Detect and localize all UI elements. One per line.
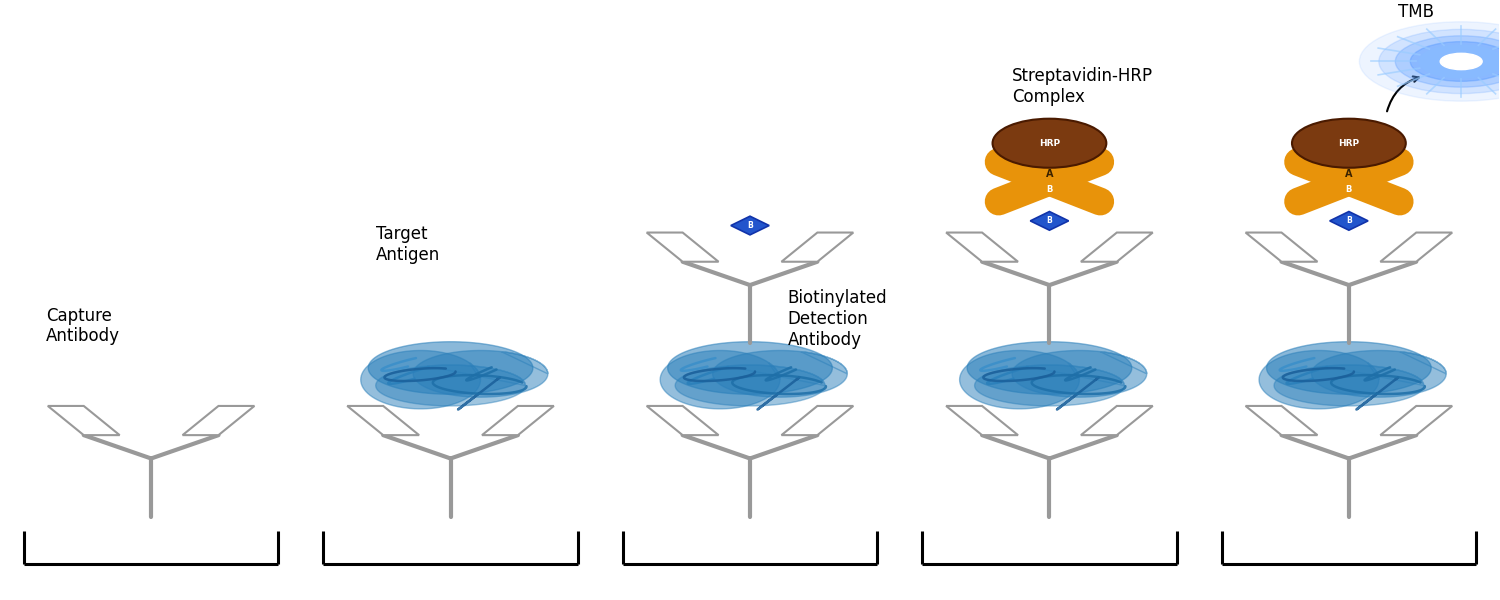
Polygon shape: [346, 406, 418, 435]
Polygon shape: [646, 233, 718, 262]
Polygon shape: [48, 406, 120, 435]
Text: B: B: [1346, 185, 1352, 194]
Polygon shape: [1030, 212, 1068, 230]
Polygon shape: [975, 365, 1125, 406]
Text: TMB: TMB: [1398, 2, 1434, 20]
Polygon shape: [413, 350, 548, 397]
Text: HRP: HRP: [1040, 139, 1060, 148]
Text: HRP: HRP: [1338, 139, 1359, 148]
Circle shape: [1359, 22, 1500, 101]
Polygon shape: [1266, 342, 1431, 394]
Polygon shape: [730, 216, 770, 235]
Circle shape: [1395, 36, 1500, 87]
Polygon shape: [360, 350, 480, 409]
Polygon shape: [782, 406, 853, 435]
Circle shape: [1440, 53, 1482, 70]
Circle shape: [1378, 29, 1500, 94]
Polygon shape: [1245, 233, 1317, 262]
Text: Biotinylated
Detection
Antibody: Biotinylated Detection Antibody: [788, 289, 886, 349]
Polygon shape: [1311, 350, 1446, 397]
Polygon shape: [782, 233, 853, 262]
Circle shape: [1419, 45, 1500, 78]
Ellipse shape: [993, 119, 1107, 168]
Polygon shape: [668, 342, 832, 394]
Text: B: B: [1047, 185, 1053, 194]
Polygon shape: [1258, 350, 1378, 409]
Polygon shape: [1274, 365, 1424, 406]
Text: A: A: [1046, 169, 1053, 179]
Polygon shape: [368, 342, 532, 394]
Polygon shape: [1380, 233, 1452, 262]
Polygon shape: [968, 342, 1132, 394]
Text: Streptavidin-HRP
Complex: Streptavidin-HRP Complex: [1013, 67, 1154, 106]
Polygon shape: [1245, 406, 1317, 435]
Text: A: A: [1346, 169, 1353, 179]
Polygon shape: [482, 406, 554, 435]
Text: B: B: [1047, 217, 1053, 226]
Polygon shape: [675, 365, 825, 406]
Polygon shape: [946, 233, 1018, 262]
Text: Capture
Antibody: Capture Antibody: [46, 307, 120, 346]
Circle shape: [1410, 41, 1500, 82]
Polygon shape: [1013, 350, 1148, 397]
Ellipse shape: [1292, 119, 1406, 168]
Polygon shape: [375, 365, 525, 406]
Polygon shape: [712, 350, 848, 397]
Polygon shape: [960, 350, 1080, 409]
Polygon shape: [1082, 233, 1154, 262]
Text: Target
Antigen: Target Antigen: [375, 225, 440, 264]
Polygon shape: [660, 350, 780, 409]
Polygon shape: [1329, 212, 1368, 230]
Polygon shape: [183, 406, 255, 435]
Polygon shape: [1082, 406, 1154, 435]
Text: B: B: [747, 221, 753, 230]
Polygon shape: [1380, 406, 1452, 435]
Polygon shape: [646, 406, 718, 435]
Polygon shape: [946, 406, 1018, 435]
Text: B: B: [1346, 217, 1352, 226]
